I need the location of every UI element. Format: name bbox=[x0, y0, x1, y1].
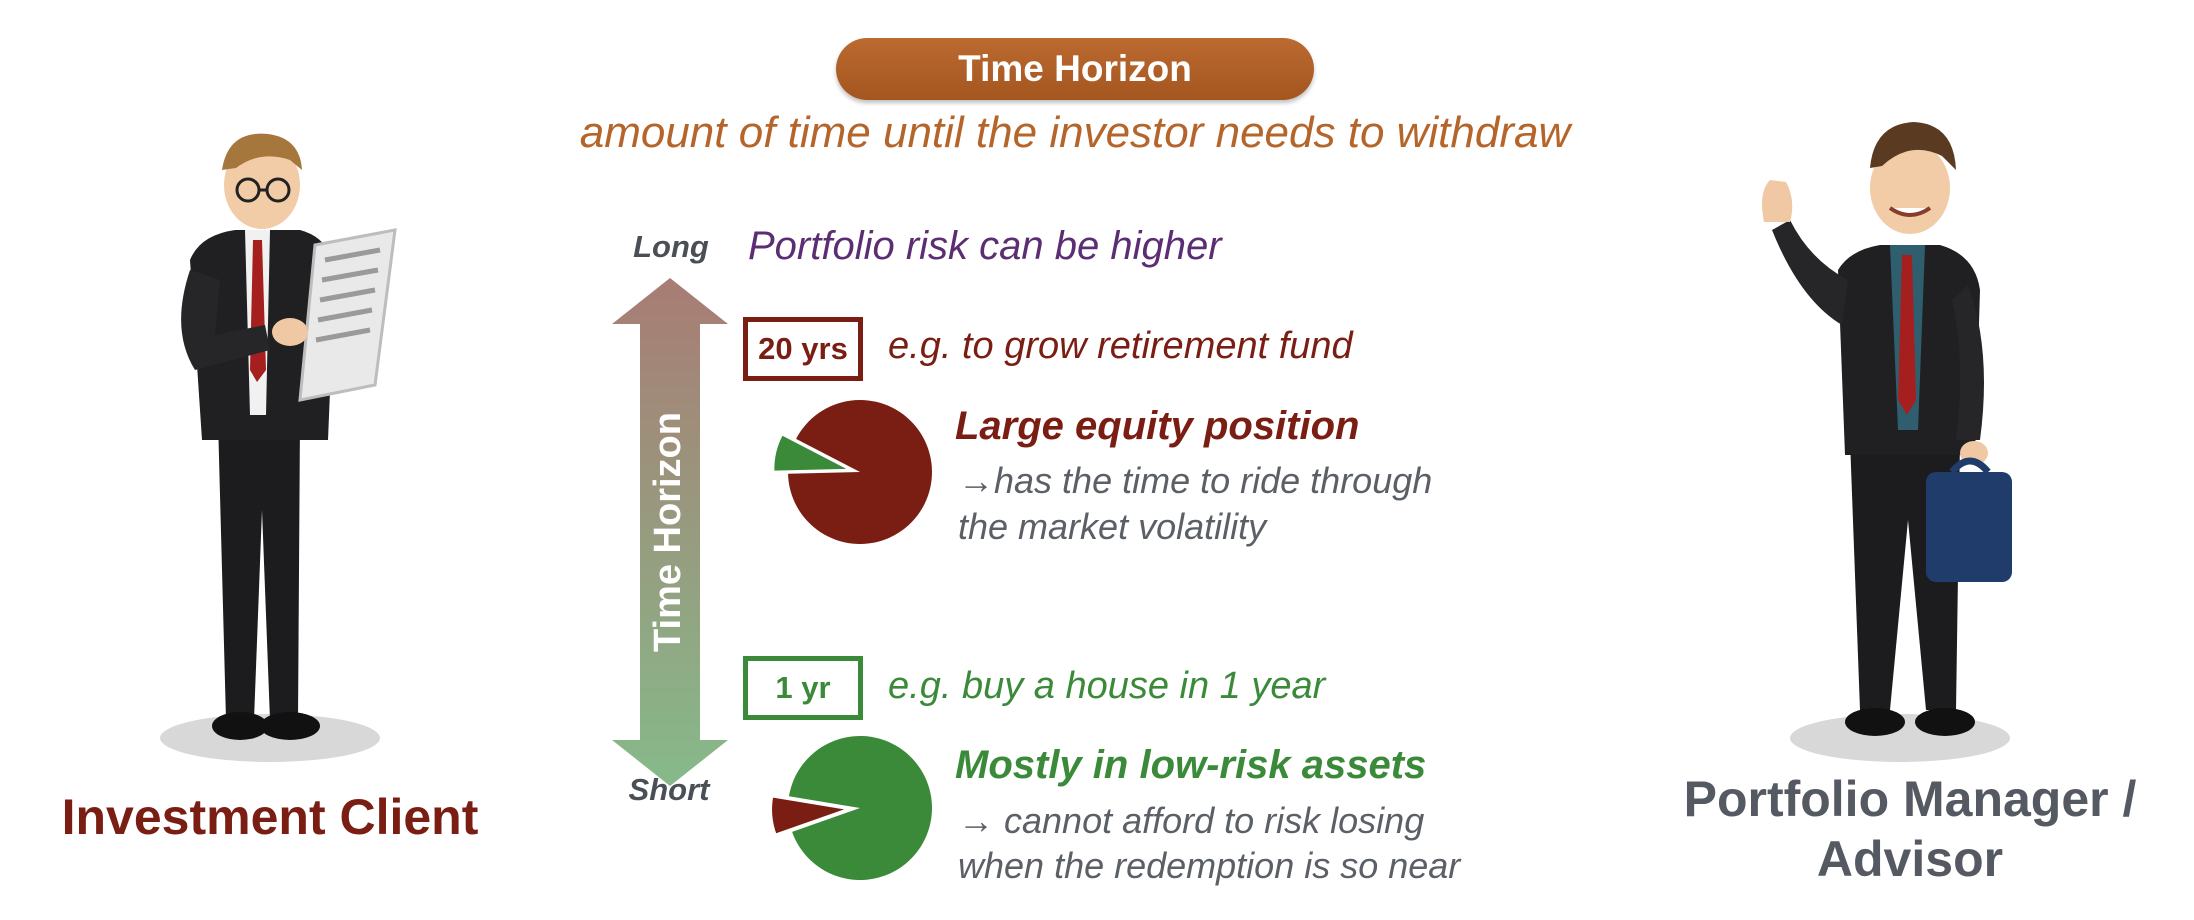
long-term-example: e.g. to grow retirement fund bbox=[888, 325, 1353, 367]
pie-slice-equity bbox=[772, 797, 845, 834]
portfolio-manager-illustration bbox=[1762, 122, 2012, 762]
axis-bottom-label: Short bbox=[628, 772, 710, 807]
investment-client-illustration bbox=[160, 133, 397, 762]
short-term-example: e.g. buy a house in 1 year bbox=[888, 665, 1326, 707]
long-term-heading: Large equity position bbox=[955, 404, 1360, 448]
long-term-desc-line1: →has the time to ride through bbox=[958, 460, 1433, 501]
badge-20-yrs: 20 yrs bbox=[743, 317, 863, 381]
portfolio-manager-label-line2: Advisor bbox=[1816, 831, 2004, 887]
portfolio-manager-label-line1: Portfolio Manager / bbox=[1683, 771, 2137, 827]
long-term-desc-line2: the market volatility bbox=[958, 506, 1267, 547]
axis-label: Time Horizon bbox=[647, 412, 689, 652]
badge-1-yr: 1 yr bbox=[743, 656, 863, 720]
investment-client-label: Investment Client bbox=[61, 789, 479, 845]
subtitle: amount of time until the investor needs … bbox=[579, 108, 1571, 157]
pie-slice-equity bbox=[788, 400, 932, 544]
time-horizon-arrow: Time Horizon bbox=[612, 278, 728, 786]
pie-slice-low-risk bbox=[788, 736, 932, 880]
risk-note: Portfolio risk can be higher bbox=[748, 224, 1222, 268]
short-term-pie bbox=[772, 736, 932, 880]
title-pill: Time Horizon bbox=[836, 38, 1314, 100]
pie-slice-other bbox=[774, 435, 847, 471]
short-term-desc-line1: → cannot afford to risk losing bbox=[958, 800, 1425, 841]
short-term-desc-line2: when the redemption is so near bbox=[958, 845, 1461, 886]
axis-top-label: Long bbox=[633, 229, 709, 264]
short-term-heading: Mostly in low-risk assets bbox=[955, 743, 1427, 787]
long-term-pie bbox=[774, 400, 932, 544]
